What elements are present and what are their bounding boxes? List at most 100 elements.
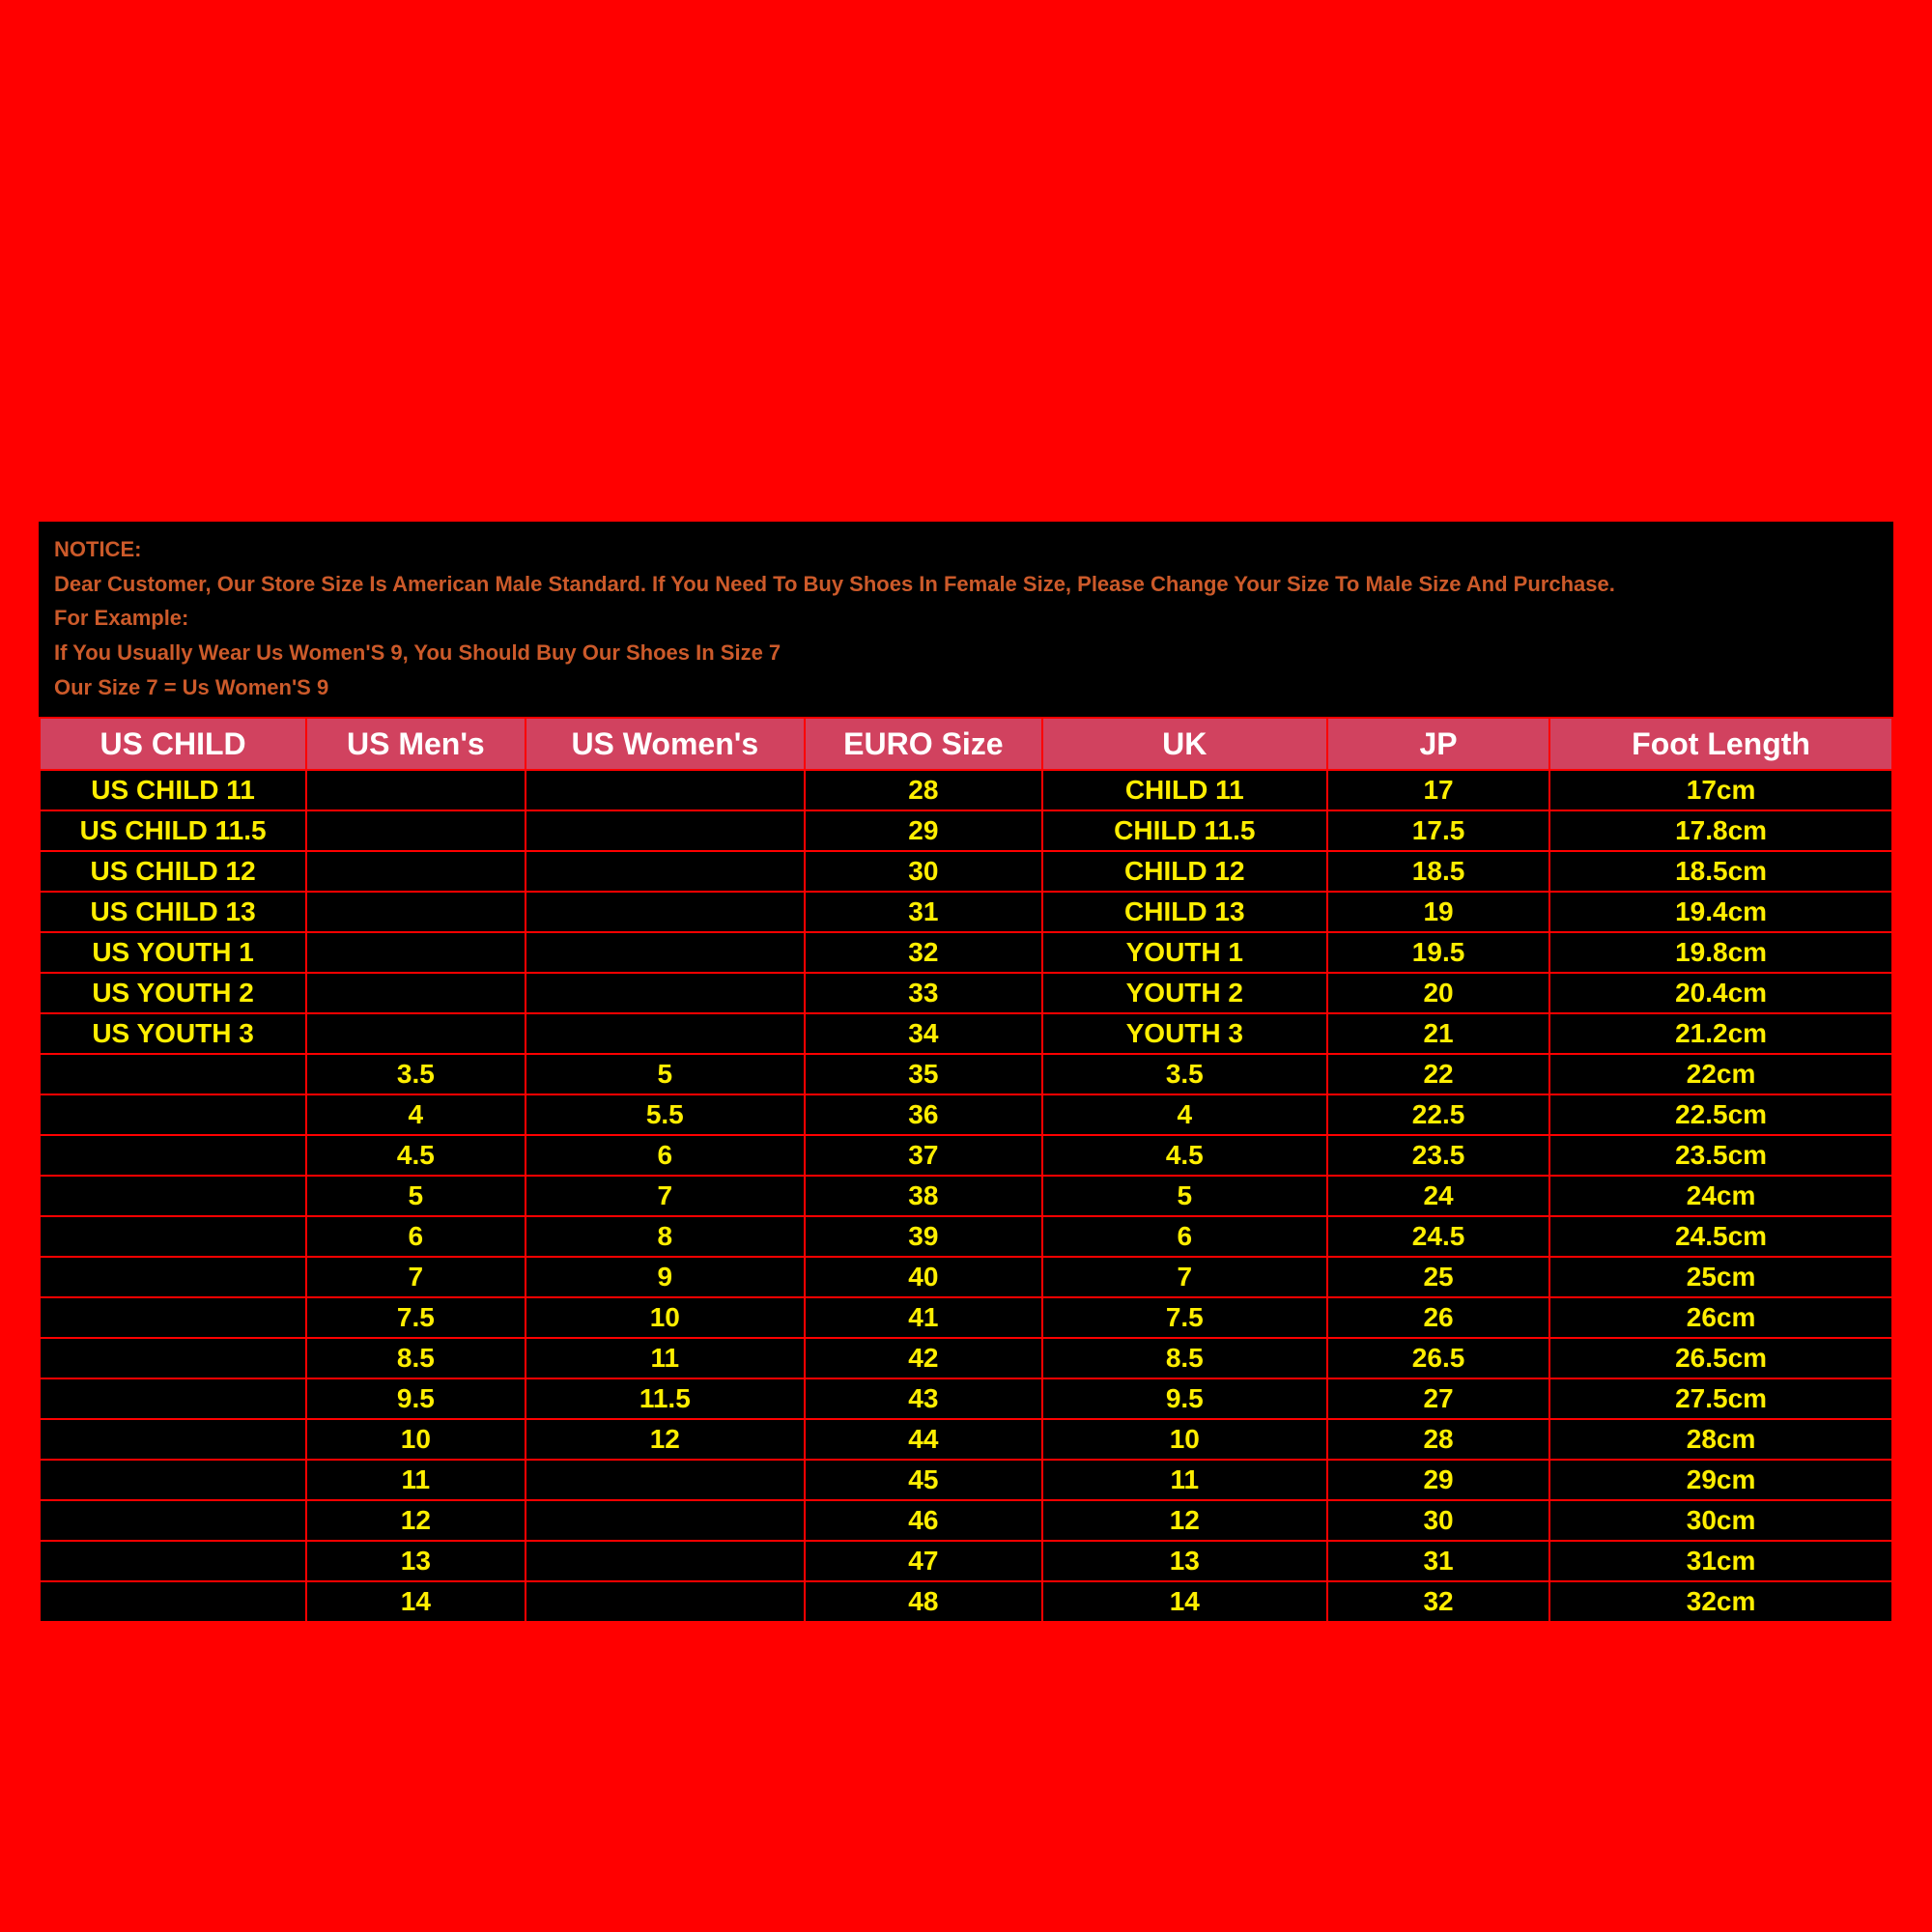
table-cell [40, 1460, 306, 1500]
table-cell: 21 [1327, 1013, 1549, 1054]
table-cell: 8.5 [1042, 1338, 1327, 1378]
table-cell: 18.5 [1327, 851, 1549, 892]
table-cell: 34 [805, 1013, 1042, 1054]
table-cell: 35 [805, 1054, 1042, 1094]
notice-line: Dear Customer, Our Store Size Is America… [54, 570, 1878, 599]
table-cell: 40 [805, 1257, 1042, 1297]
notice-block: NOTICE: Dear Customer, Our Store Size Is… [39, 522, 1893, 717]
table-cell: 46 [805, 1500, 1042, 1541]
table-cell: 24cm [1549, 1176, 1892, 1216]
table-cell: 13 [306, 1541, 525, 1581]
table-cell: US CHILD 11 [40, 770, 306, 810]
table-row: US YOUTH 334YOUTH 32121.2cm [40, 1013, 1892, 1054]
table-row: 3.55353.52222cm [40, 1054, 1892, 1094]
table-cell: 7 [306, 1257, 525, 1297]
table-cell: 8 [526, 1216, 806, 1257]
table-row: 9.511.5439.52727.5cm [40, 1378, 1892, 1419]
table-cell: 48 [805, 1581, 1042, 1622]
table-cell [526, 1460, 806, 1500]
table-row: US YOUTH 132YOUTH 119.519.8cm [40, 932, 1892, 973]
table-cell: 10 [526, 1297, 806, 1338]
table-cell: 6 [306, 1216, 525, 1257]
table-cell [40, 1338, 306, 1378]
table-cell: 41 [805, 1297, 1042, 1338]
table-cell: 39 [805, 1216, 1042, 1257]
table-cell: 32 [1327, 1581, 1549, 1622]
col-header-euro: EURO Size [805, 718, 1042, 770]
table-cell [40, 1419, 306, 1460]
table-row: US CHILD 1331CHILD 131919.4cm [40, 892, 1892, 932]
table-cell: 4 [306, 1094, 525, 1135]
table-cell [526, 1500, 806, 1541]
table-cell [40, 1094, 306, 1135]
table-cell: 19.5 [1327, 932, 1549, 973]
table-cell: 22 [1327, 1054, 1549, 1094]
table-cell: 3.5 [1042, 1054, 1327, 1094]
table-cell [306, 770, 525, 810]
table-cell: 11.5 [526, 1378, 806, 1419]
table-cell [40, 1378, 306, 1419]
table-cell: 25 [1327, 1257, 1549, 1297]
table-cell: 11 [1042, 1460, 1327, 1500]
table-row: 4.56374.523.523.5cm [40, 1135, 1892, 1176]
table-cell: 26.5 [1327, 1338, 1549, 1378]
table-cell: 7.5 [306, 1297, 525, 1338]
table-cell [40, 1176, 306, 1216]
table-cell: 43 [805, 1378, 1042, 1419]
notice-line: If You Usually Wear Us Women'S 9, You Sh… [54, 639, 1878, 668]
table-cell: 9.5 [306, 1378, 525, 1419]
table-cell: 14 [306, 1581, 525, 1622]
table-cell [40, 1297, 306, 1338]
table-cell: 7.5 [1042, 1297, 1327, 1338]
table-cell: 11 [306, 1460, 525, 1500]
table-cell: 29 [1327, 1460, 1549, 1500]
table-cell [306, 810, 525, 851]
table-cell: 29 [805, 810, 1042, 851]
table-cell [526, 892, 806, 932]
table-cell: 19.4cm [1549, 892, 1892, 932]
table-cell [40, 1216, 306, 1257]
table-cell: 27.5cm [1549, 1378, 1892, 1419]
table-cell [526, 1541, 806, 1581]
table-cell: 30 [805, 851, 1042, 892]
table-row: 7.510417.52626cm [40, 1297, 1892, 1338]
table-row: 1347133131cm [40, 1541, 1892, 1581]
table-cell: 27 [1327, 1378, 1549, 1419]
table-cell: 12 [306, 1500, 525, 1541]
table-cell: 3.5 [306, 1054, 525, 1094]
size-chart: NOTICE: Dear Customer, Our Store Size Is… [39, 522, 1893, 1623]
table-cell: 23.5cm [1549, 1135, 1892, 1176]
table-cell: 22.5 [1327, 1094, 1549, 1135]
table-cell: 7 [526, 1176, 806, 1216]
table-cell: 20.4cm [1549, 973, 1892, 1013]
table-cell: 24.5cm [1549, 1216, 1892, 1257]
table-cell: 31cm [1549, 1541, 1892, 1581]
table-cell: 32cm [1549, 1581, 1892, 1622]
table-row: 573852424cm [40, 1176, 1892, 1216]
table-cell: 31 [1327, 1541, 1549, 1581]
table-cell: 36 [805, 1094, 1042, 1135]
table-cell: CHILD 12 [1042, 851, 1327, 892]
table-row: US CHILD 1128CHILD 111717cm [40, 770, 1892, 810]
table-cell: 26.5cm [1549, 1338, 1892, 1378]
table-cell [306, 973, 525, 1013]
table-cell: 47 [805, 1541, 1042, 1581]
table-cell: 44 [805, 1419, 1042, 1460]
table-row: US YOUTH 233YOUTH 22020.4cm [40, 973, 1892, 1013]
table-cell: 26cm [1549, 1297, 1892, 1338]
table-cell: US YOUTH 2 [40, 973, 306, 1013]
table-cell: CHILD 11.5 [1042, 810, 1327, 851]
table-cell: 8.5 [306, 1338, 525, 1378]
col-header-jp: JP [1327, 718, 1549, 770]
table-row: 45.536422.522.5cm [40, 1094, 1892, 1135]
col-header-foot-length: Foot Length [1549, 718, 1892, 770]
table-cell [306, 851, 525, 892]
table-cell: 21.2cm [1549, 1013, 1892, 1054]
table-cell: 29cm [1549, 1460, 1892, 1500]
table-cell: US CHILD 12 [40, 851, 306, 892]
table-cell [40, 1541, 306, 1581]
table-cell: 12 [1042, 1500, 1327, 1541]
table-cell: 17 [1327, 770, 1549, 810]
table-cell: 45 [805, 1460, 1042, 1500]
notice-line: For Example: [54, 604, 1878, 633]
